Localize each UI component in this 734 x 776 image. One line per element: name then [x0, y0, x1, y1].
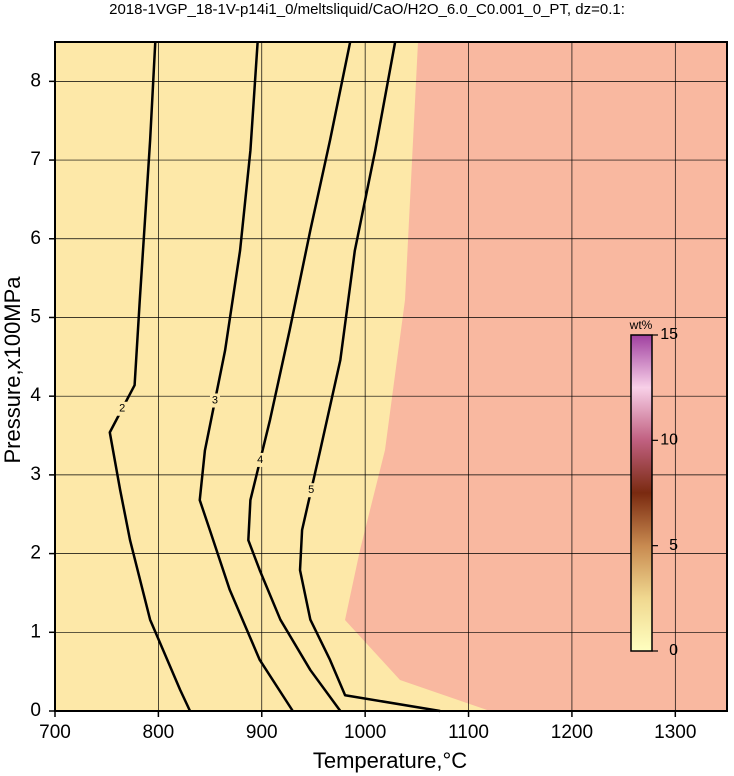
x-tick-label: 1200: [551, 722, 593, 743]
y-tick-label: 6: [30, 228, 41, 249]
y-tick-label: 5: [30, 306, 41, 327]
contour-line: [298, 41, 441, 713]
contour-label: 5: [308, 484, 314, 496]
x-tick-label: 1100: [448, 722, 489, 743]
contour-label: 4: [257, 454, 263, 466]
contour-label-bg: [117, 401, 128, 416]
colorbar-label: wt%: [629, 318, 653, 332]
y-tick-label: 8: [30, 70, 41, 91]
colorbar-tick-label: 15: [660, 326, 678, 343]
solid-region: [55, 42, 490, 711]
y-axis-label: Pressure,x100MPa: [0, 276, 25, 464]
contour-line: [198, 41, 294, 712]
y-tick-label: 3: [30, 464, 41, 485]
chart-title: 2018-1VGP_18-1V-p14i1_0/meltsliquid/CaO/…: [109, 1, 625, 18]
y-tick-label: 2: [30, 543, 41, 564]
y-tick-label: 0: [30, 700, 41, 721]
colorbar-tick-label: 10: [660, 432, 678, 449]
x-axis-label: Temperature,°C: [313, 748, 467, 773]
plot-frame: [54, 41, 728, 712]
contour-label-bg: [209, 393, 220, 408]
colorbar: [630, 334, 653, 652]
y-tick-label: 7: [30, 149, 41, 170]
contour-label: 2: [119, 403, 125, 415]
x-tick-label: 700: [39, 722, 71, 743]
contour-line: [247, 41, 352, 712]
contour-label: 3: [212, 394, 218, 406]
contour-label-bg: [255, 452, 266, 467]
x-tick-label: 1000: [344, 722, 386, 743]
y-tick-label: 1: [30, 621, 41, 642]
y-tick-label: 4: [30, 385, 41, 406]
colorbar-tick-label: 0: [669, 642, 678, 659]
x-tick-label: 900: [246, 722, 278, 743]
contour-line: [108, 41, 192, 712]
contour-label-bg: [306, 483, 317, 498]
x-tick-label: 1300: [654, 722, 696, 743]
x-tick-label: 800: [143, 722, 175, 743]
colorbar-tick-label: 5: [669, 537, 678, 554]
